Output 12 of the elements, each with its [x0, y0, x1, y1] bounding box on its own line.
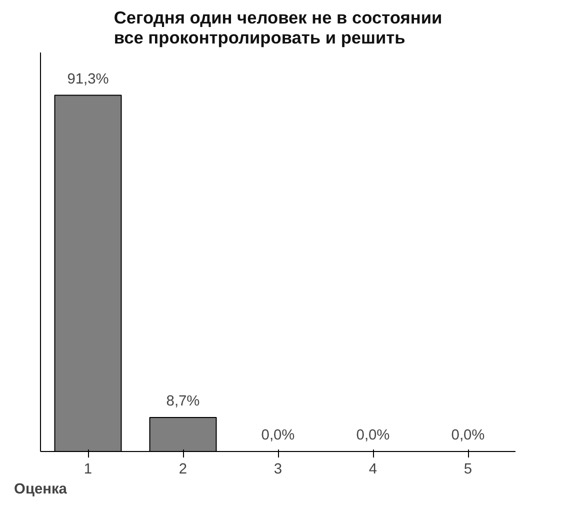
data-label: 8,7% [166, 394, 200, 410]
data-label: 91,3% [67, 71, 109, 88]
x-tick-label: 5 [464, 462, 472, 478]
data-label: 0,0% [261, 428, 295, 444]
x-tick-label: 4 [368, 462, 378, 478]
x-axis-title: Оценка [14, 482, 68, 498]
x-tick-label: 3 [274, 462, 282, 478]
data-label: 0,0% [356, 428, 390, 444]
x-tick-label: 2 [178, 462, 188, 478]
chart-title: Сегодня один человек не в состоянии все проконтролировать и решить [114, 8, 442, 48]
x-tick-label: 1 [84, 462, 92, 478]
data-label: 0,0% [451, 428, 485, 444]
